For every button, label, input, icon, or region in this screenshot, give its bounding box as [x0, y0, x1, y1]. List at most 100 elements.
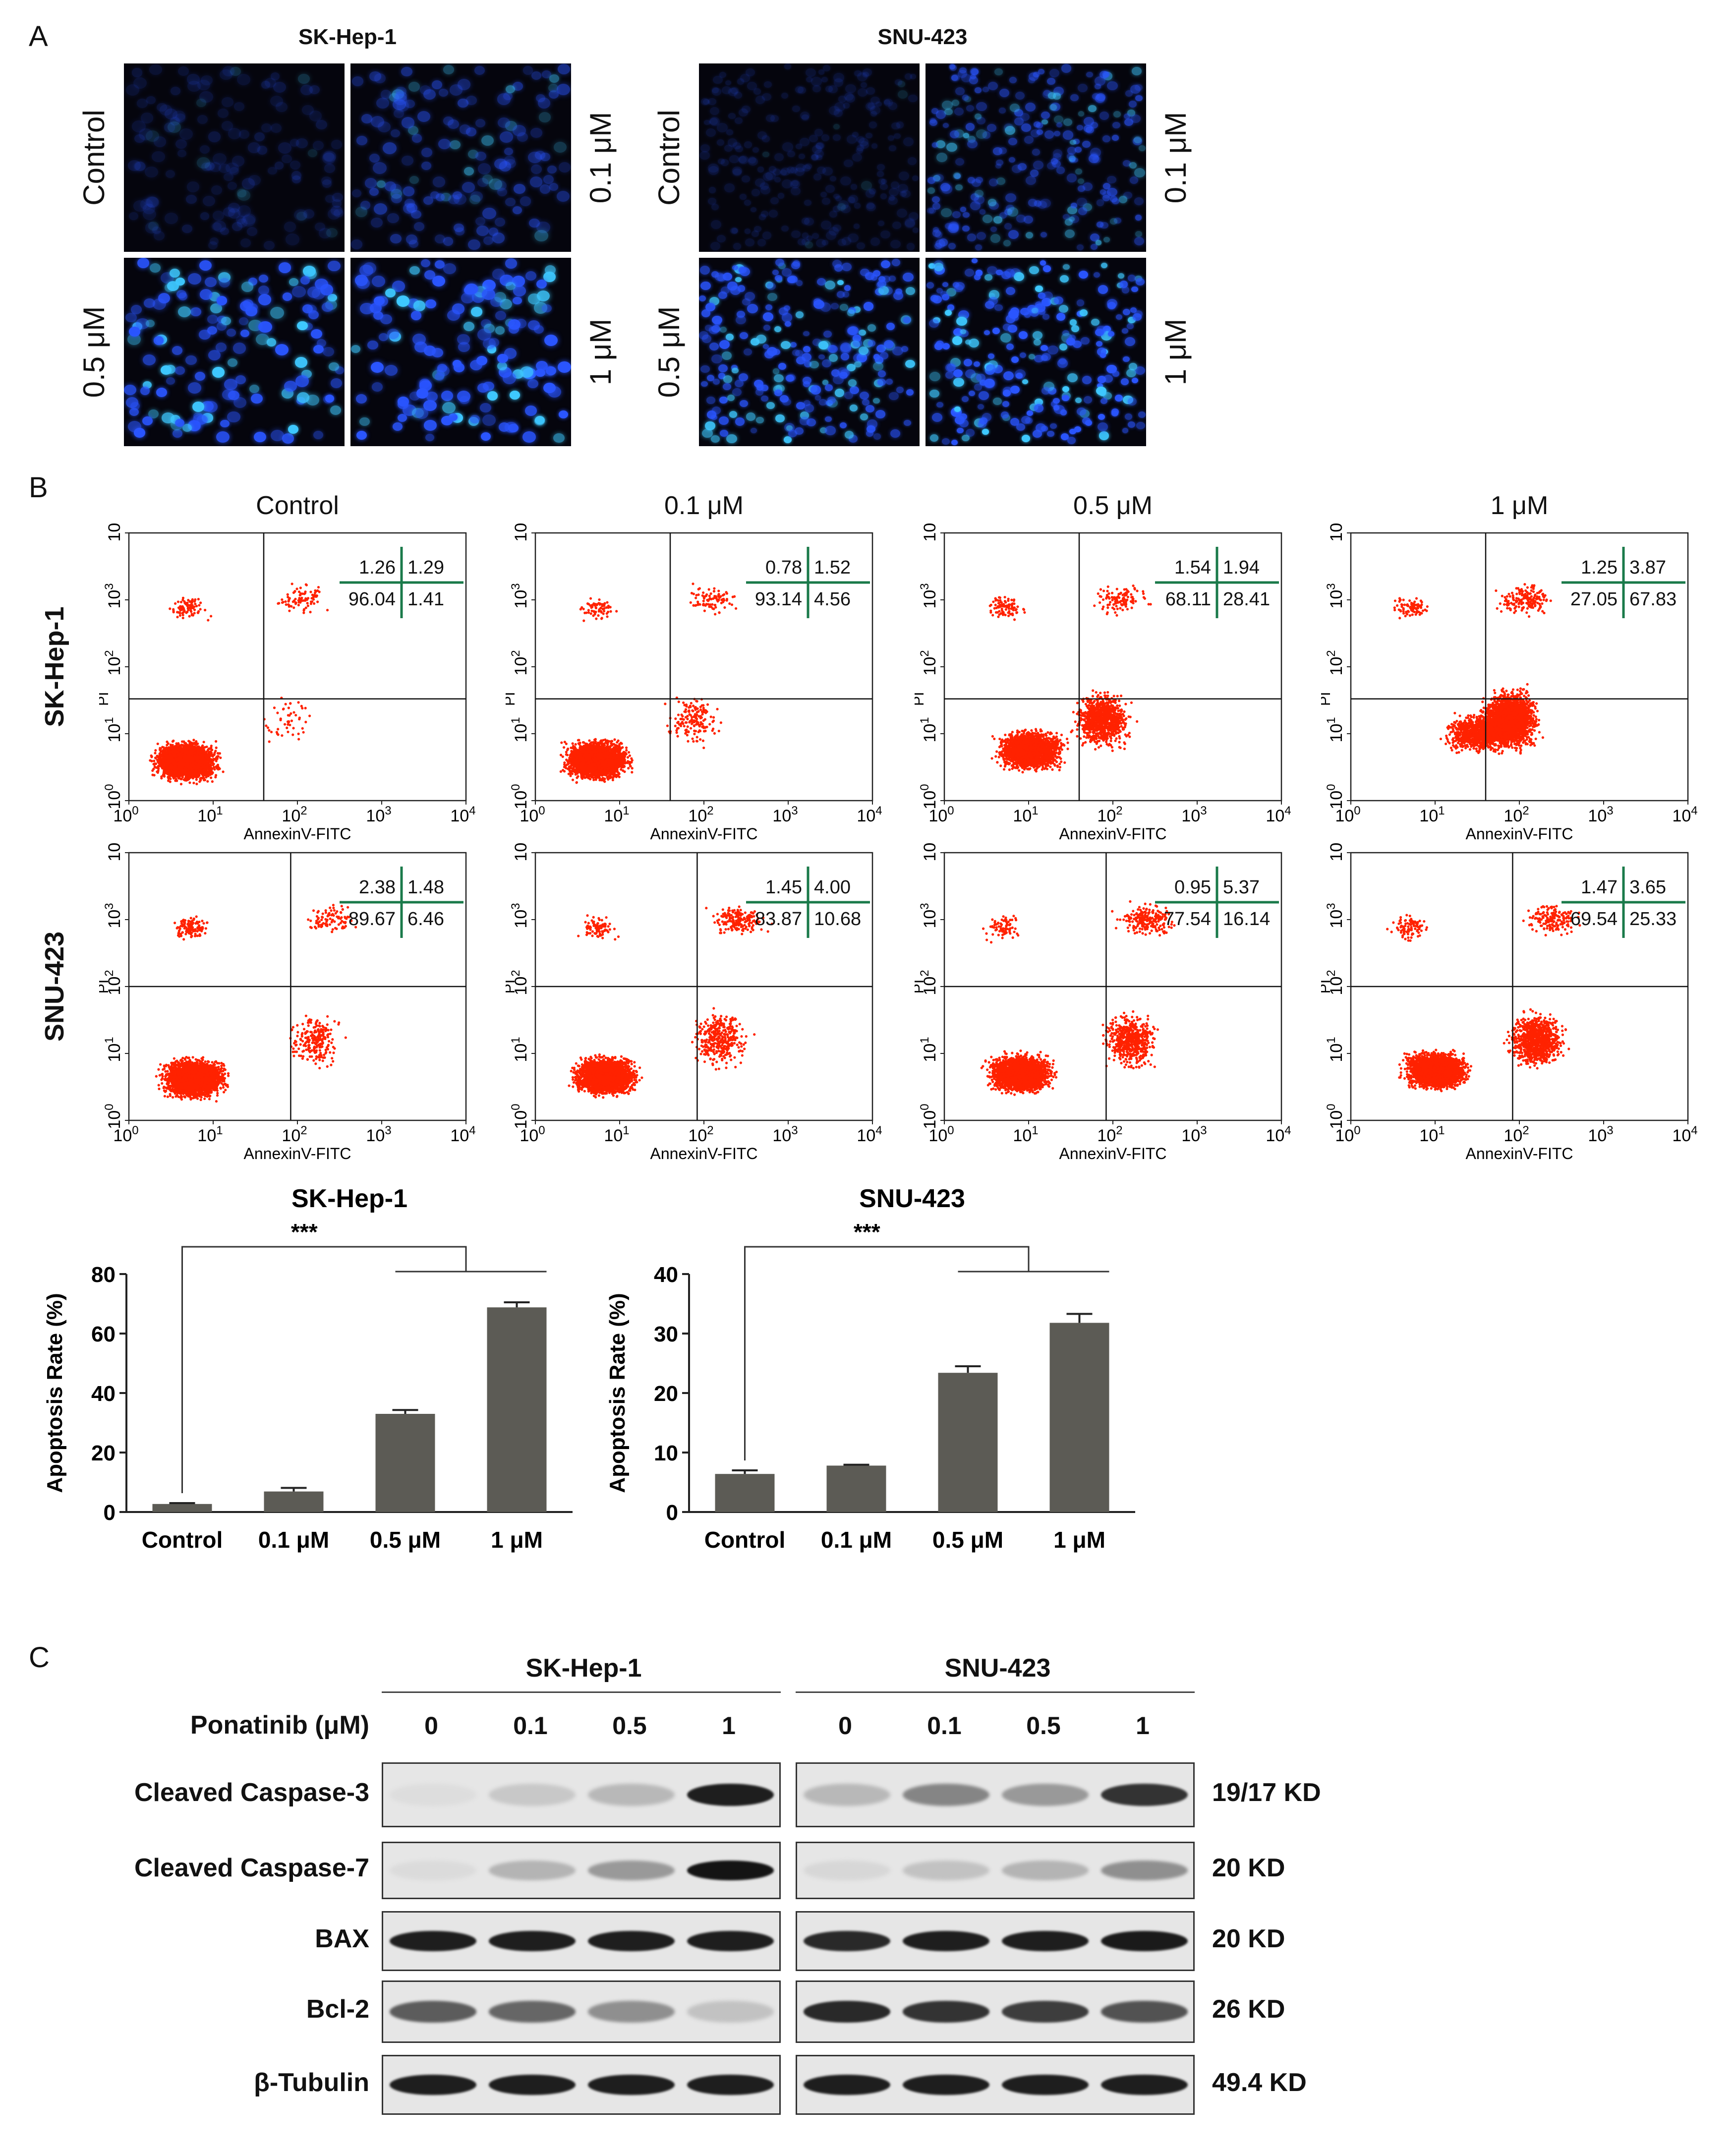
nucleus — [781, 168, 790, 175]
nucleus — [876, 281, 884, 288]
micrograph-1-bl — [699, 258, 920, 446]
nucleus — [177, 306, 191, 318]
nucleus — [1106, 81, 1118, 91]
nucleus — [331, 205, 343, 216]
nucleus — [528, 320, 540, 330]
nucleus — [1036, 129, 1043, 135]
nucleus — [1088, 105, 1097, 112]
nucleus — [878, 286, 889, 295]
nucleus — [762, 232, 771, 239]
nucleus — [1123, 356, 1130, 362]
nucleus — [743, 348, 752, 356]
nucleus — [1068, 156, 1076, 162]
nucleus — [1097, 383, 1103, 388]
nucleus — [852, 153, 862, 162]
nucleus — [880, 183, 888, 190]
nucleus — [395, 91, 407, 102]
nucleus — [757, 131, 767, 139]
nucleus — [935, 110, 946, 119]
nucleus — [765, 304, 773, 311]
nucleus — [975, 244, 982, 250]
nucleus — [699, 295, 706, 301]
nucleus — [505, 159, 516, 169]
nucleus — [1121, 287, 1130, 293]
fc-event — [160, 775, 163, 778]
nucleus — [1026, 176, 1037, 185]
nucleus — [833, 134, 841, 141]
nucleus — [1002, 401, 1009, 407]
nucleus — [409, 266, 420, 275]
nucleus — [1130, 114, 1141, 123]
nucleus — [962, 225, 970, 232]
nucleus — [1063, 214, 1070, 220]
fc-event — [159, 747, 162, 750]
nucleus — [1053, 93, 1061, 100]
fc-event — [161, 753, 164, 756]
nucleus — [955, 184, 963, 191]
nucleus — [1134, 237, 1144, 246]
nucleus — [954, 173, 961, 179]
nucleus — [549, 182, 559, 191]
nucleus — [735, 117, 743, 124]
fc-event — [201, 744, 204, 747]
nucleus — [792, 349, 800, 356]
nucleus — [295, 375, 309, 387]
nucleus — [1038, 200, 1047, 209]
nucleus — [898, 90, 908, 99]
nucleus — [832, 224, 841, 232]
nucleus — [423, 400, 437, 411]
nucleus — [361, 114, 372, 123]
nucleus — [1098, 414, 1105, 420]
nucleus — [774, 177, 781, 183]
nucleus — [905, 359, 915, 368]
nucleus — [774, 153, 784, 162]
nucleus — [284, 381, 297, 392]
nucleus — [1096, 93, 1106, 101]
nucleus — [777, 193, 784, 199]
nucleus — [1038, 309, 1045, 315]
nucleus — [953, 369, 963, 378]
nucleus — [221, 317, 231, 326]
micrograph-0-tl — [124, 63, 345, 252]
nucleus — [763, 344, 769, 349]
nucleus — [1125, 413, 1133, 420]
nucleus — [740, 400, 749, 407]
nucleus — [971, 68, 979, 75]
nucleus — [475, 151, 486, 161]
nucleus — [1034, 354, 1043, 363]
nucleus — [457, 390, 471, 402]
nucleus — [1019, 352, 1027, 358]
nucleus — [482, 175, 493, 184]
nucleus — [803, 400, 810, 407]
nucleus — [415, 407, 428, 419]
nucleus — [774, 390, 782, 397]
nucleus — [728, 113, 736, 119]
fc-event — [211, 749, 214, 752]
nucleus — [261, 81, 270, 89]
nucleus — [825, 416, 832, 422]
nucleus — [941, 184, 952, 194]
nucleus — [398, 400, 408, 409]
nucleus — [432, 80, 443, 89]
nucleus — [1096, 240, 1102, 245]
nucleus — [1135, 231, 1142, 237]
nucleus — [1074, 426, 1081, 433]
nucleus — [784, 321, 791, 327]
nucleus — [227, 411, 240, 423]
nucleus — [745, 238, 754, 246]
nucleus — [929, 319, 939, 328]
nucleus — [1076, 299, 1085, 306]
nucleus — [553, 141, 567, 153]
fc-event — [169, 743, 172, 747]
nucleus — [1077, 84, 1088, 93]
fc-event — [166, 740, 169, 743]
nucleus — [906, 243, 915, 250]
nucleus — [863, 302, 874, 311]
nucleus — [1135, 215, 1142, 221]
nucleus — [1070, 94, 1079, 101]
nucleus — [1075, 168, 1083, 175]
nucleus — [208, 131, 221, 142]
nucleus — [816, 155, 822, 160]
nucleus — [145, 319, 155, 328]
nucleus — [968, 339, 979, 348]
